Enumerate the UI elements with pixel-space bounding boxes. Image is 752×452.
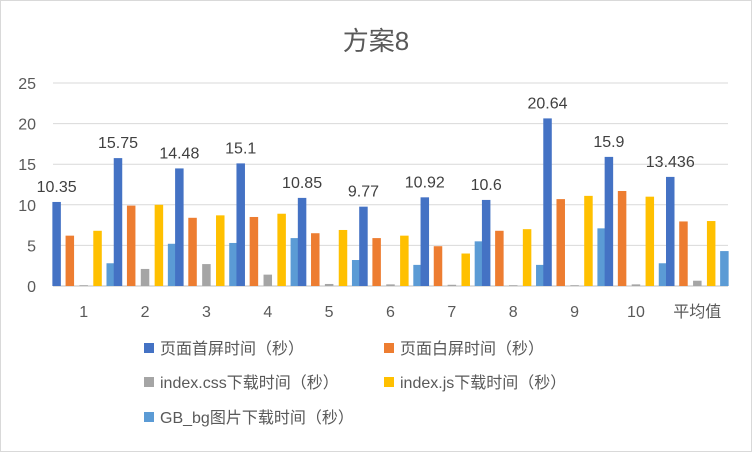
bar-4 [338,229,348,286]
bar-1 [52,201,61,286]
legend-label: 页面首屏时间（秒） [160,340,304,358]
data-label: 15.75 [98,135,138,152]
bar-4 [706,221,716,286]
legend-label: index.js下载时间（秒） [400,374,566,392]
bar-1 [543,118,552,286]
legend-swatch [144,343,154,353]
bar-2 [556,199,565,286]
bar-2 [372,238,381,286]
data-label: 13.436 [646,154,695,171]
bar-1 [359,206,368,286]
legend-swatch [384,343,394,353]
y-tick-label: 15 [18,157,36,174]
x-tick-label: 1 [79,304,88,321]
bar-4 [645,196,655,286]
bar-1 [481,199,491,286]
bar-2 [617,190,627,286]
bar-3 [79,285,88,286]
bar-5 [351,260,361,286]
y-tick-label: 25 [18,76,36,93]
bar-4 [461,253,470,286]
y-tick-label: 20 [18,117,36,134]
data-label: 10.6 [471,177,502,194]
x-tick-label: 9 [570,304,579,321]
bar-1 [175,168,184,286]
bar-1 [666,176,675,286]
x-tick-label: 4 [263,304,272,321]
bar-2 [126,205,136,286]
bar-2 [311,233,320,286]
bar-5 [229,242,238,286]
bar-5 [474,241,484,286]
bar-3 [324,283,334,286]
bar-5 [597,228,606,286]
x-tick-label: 2 [141,304,150,321]
data-label: 10.92 [405,174,445,191]
x-tick-label: 7 [447,304,456,321]
bar-1 [297,197,307,286]
bar-4 [277,213,286,286]
bar-5 [167,243,177,286]
bar-5 [290,238,300,286]
bar-4 [400,235,409,286]
data-label: 9.77 [348,184,379,201]
data-label: 15.1 [225,140,256,157]
y-tick-label: 5 [27,238,36,255]
x-tick-label: 平均值 [673,303,721,321]
bar-1 [604,156,614,286]
bar-1 [420,197,430,286]
bar-2 [65,235,75,286]
legend-swatch [384,377,394,387]
bar-4 [584,195,593,286]
x-tick-label: 3 [202,304,211,321]
bar-3 [386,284,395,286]
legend-label: GB_bg图片下载时间（秒） [160,409,354,427]
bar-5 [536,264,545,286]
bar-3 [631,284,641,286]
data-label: 14.48 [159,145,199,162]
bar-2 [188,217,197,286]
legend-swatch [144,412,154,422]
bar-4 [93,230,102,286]
bar-2 [433,246,443,286]
bar-1 [113,158,123,286]
bar-3 [263,274,273,286]
bar-4 [522,229,532,286]
bar-3 [508,285,518,286]
legend-label: index.css下载时间（秒） [160,374,339,392]
x-tick-label: 8 [509,304,518,321]
bar-5 [106,263,115,286]
bar-4 [216,215,225,286]
x-tick-label: 10 [627,304,645,321]
bar-4 [154,204,164,286]
x-tick-label: 5 [325,304,334,321]
bar-3 [570,285,579,286]
bar-5 [658,263,668,286]
bar-1 [236,163,245,286]
y-tick-label: 0 [27,279,36,296]
legend-label: 页面白屏时间（秒） [400,340,544,358]
data-label: 10.35 [37,179,77,196]
chart-title: 方案8 [342,26,410,56]
data-label: 15.9 [593,134,624,151]
bar-2 [249,216,259,286]
bar-2 [495,230,504,286]
bar-5 [720,251,729,286]
legend-swatch [144,377,154,387]
bar-2 [679,221,688,286]
bar-3 [202,264,211,286]
y-tick-label: 10 [18,198,36,215]
bar-3 [140,268,150,286]
bar-3 [693,280,702,286]
data-label: 10.85 [282,175,322,192]
bar-3 [447,284,457,286]
bar-5 [413,264,422,286]
x-tick-label: 6 [386,304,395,321]
data-label: 20.64 [528,95,568,112]
